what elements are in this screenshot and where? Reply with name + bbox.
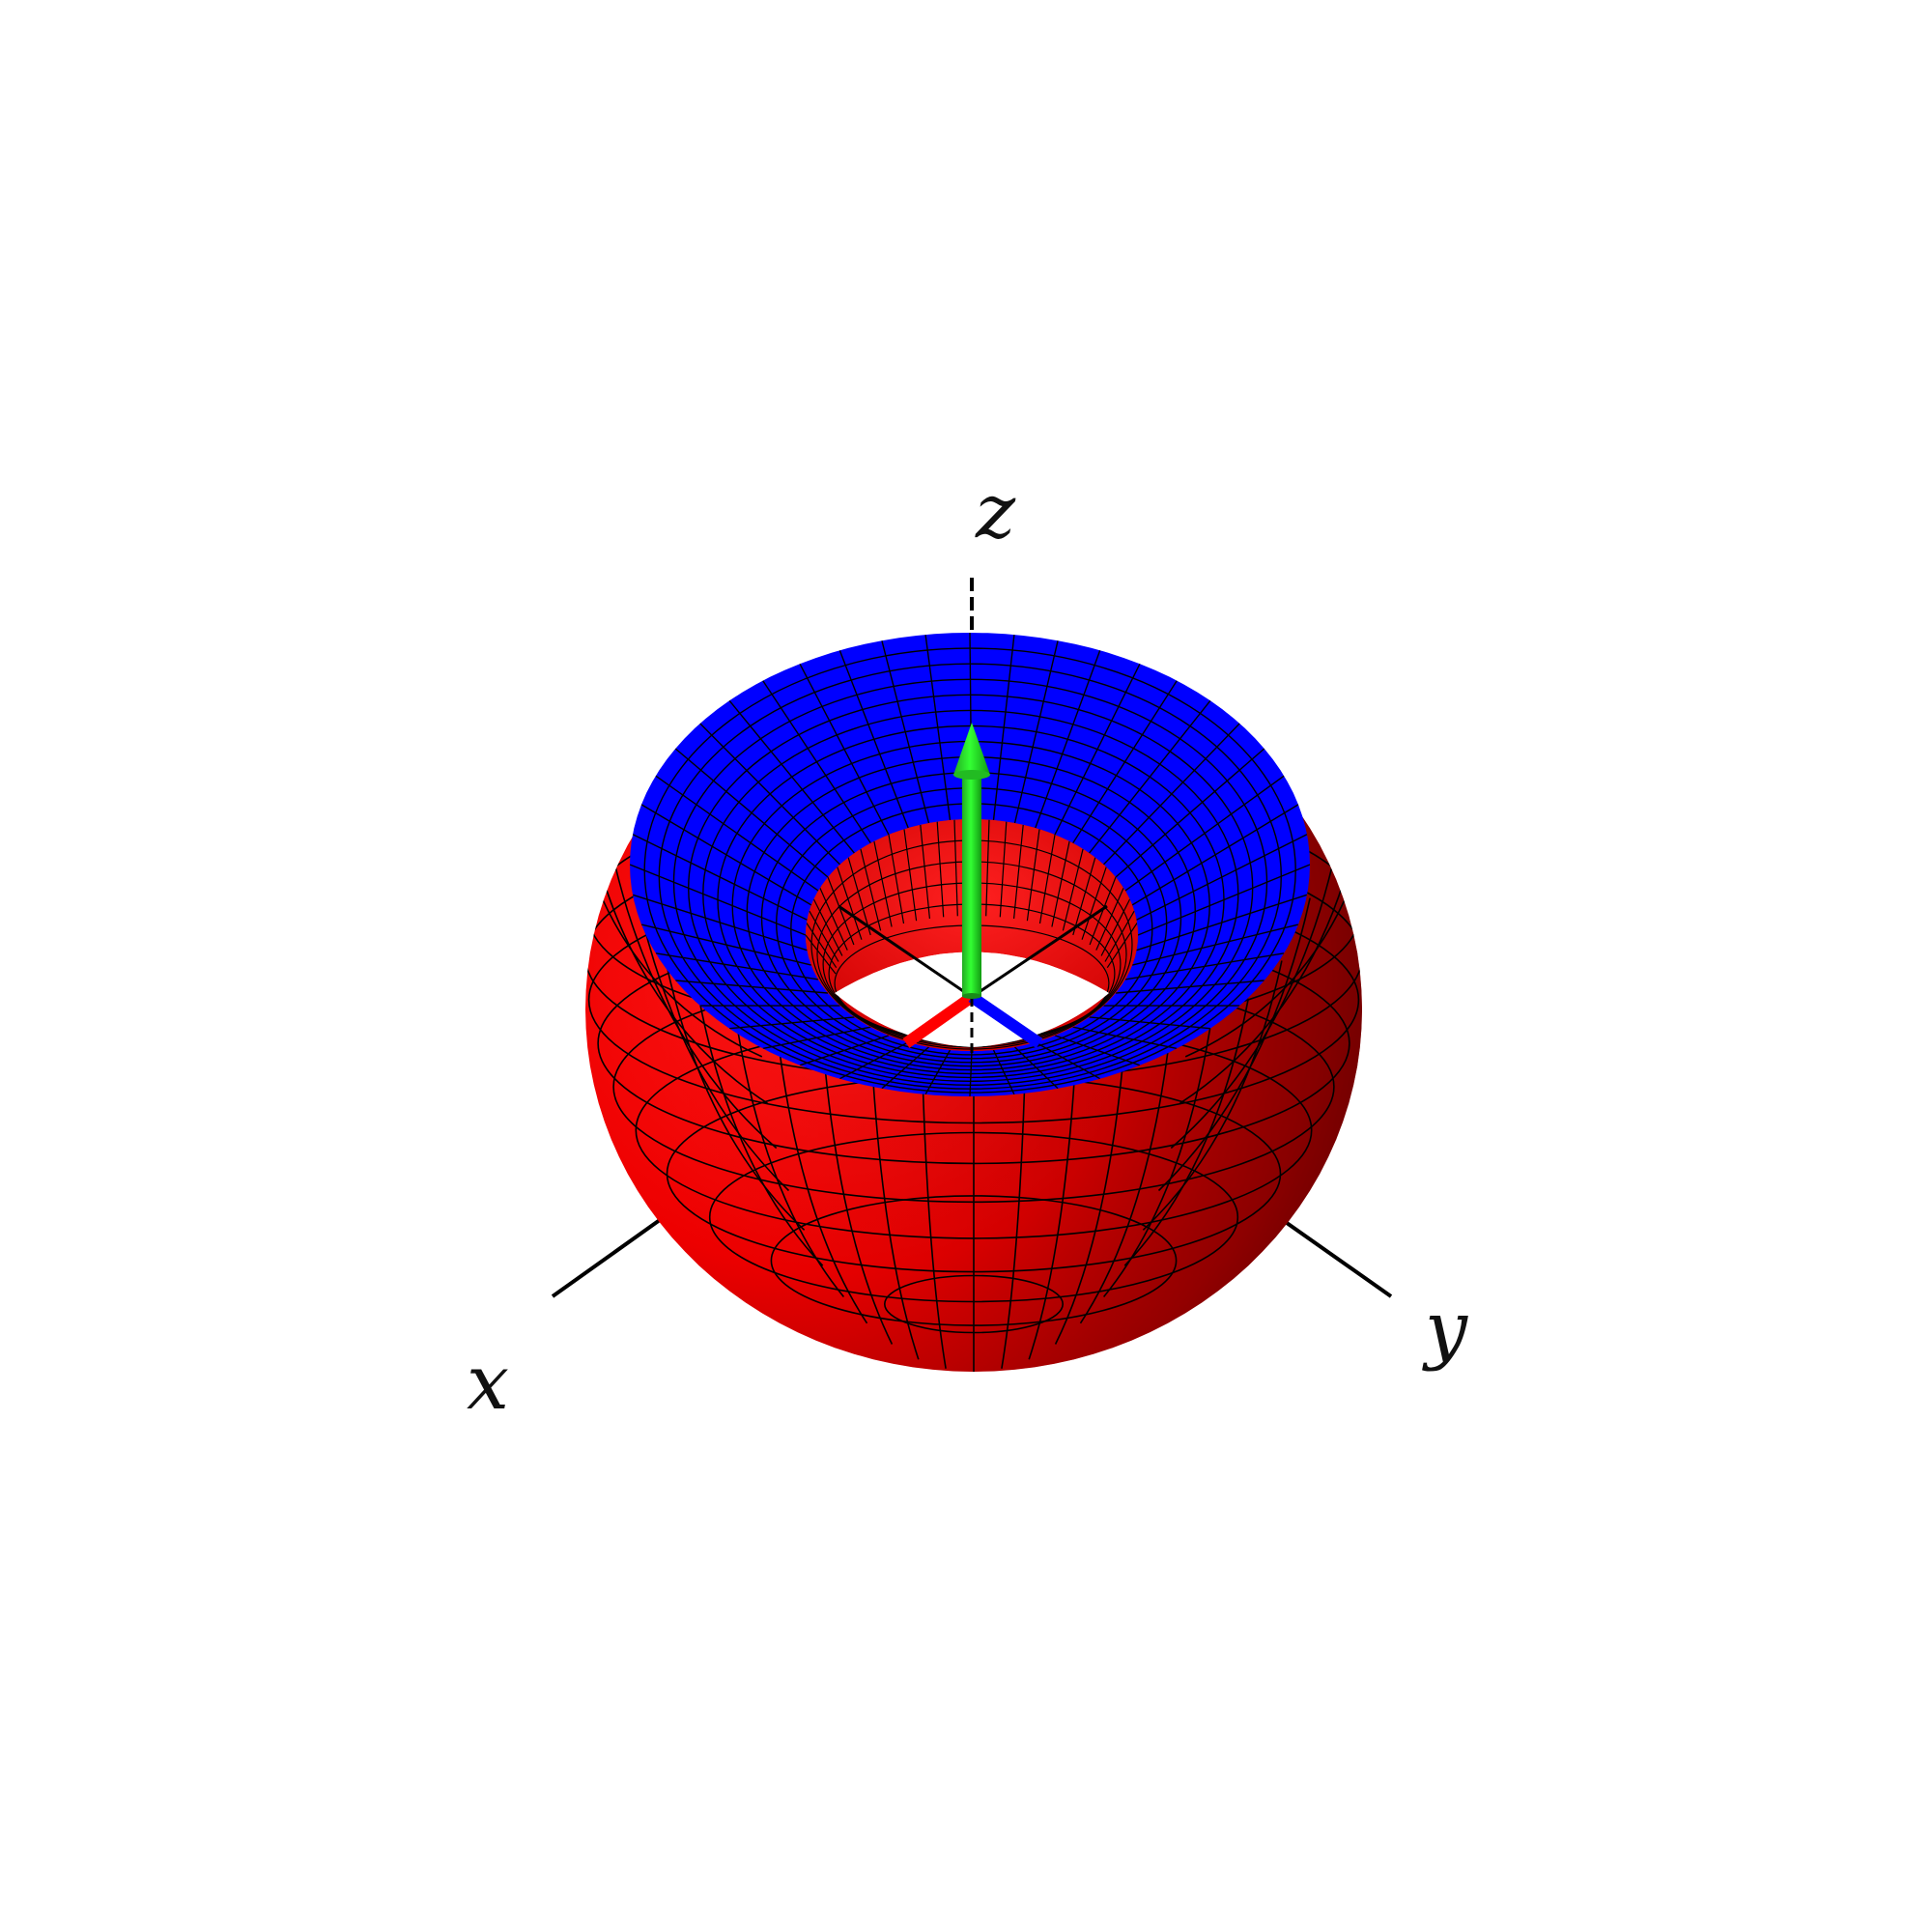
x-axis-stub — [902, 992, 976, 1048]
z-axis-label: z — [975, 469, 1016, 555]
top-cap-surface — [630, 633, 1310, 1096]
x-axis-label: x — [467, 1340, 509, 1427]
axis-diagonal-right — [971, 904, 1108, 999]
arrow-up-icon — [953, 723, 990, 999]
axis-lines-center — [838, 904, 1108, 1053]
axis-diagonal-left — [838, 904, 973, 999]
y-axis-label: y — [1422, 1286, 1468, 1373]
y-axis-stub — [968, 992, 1043, 1048]
